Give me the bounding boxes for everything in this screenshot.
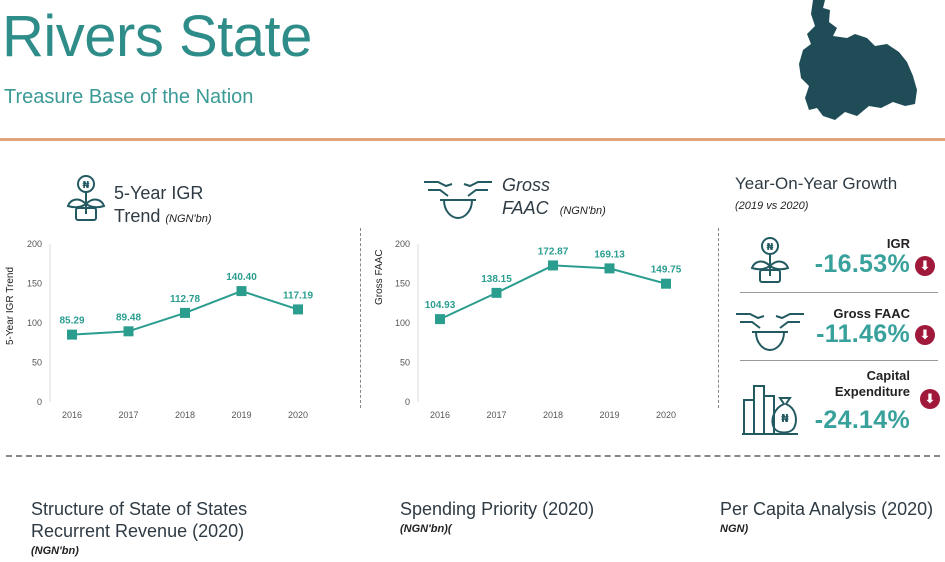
igr-x-tick-label: 2020 <box>288 410 308 420</box>
igr-x-tick-label: 2017 <box>118 410 138 420</box>
igr-data-label: 112.78 <box>170 294 200 305</box>
yoy-period: (2019 vs 2020) <box>735 200 809 212</box>
percapita-unit: NGN) <box>720 523 749 535</box>
yoy-igr-value: -16.53% <box>814 250 910 278</box>
igr-data-label: 85.29 <box>59 316 84 327</box>
faac-title-line2: FAAC <box>502 197 549 218</box>
city-money-bag-icon: ₦ <box>742 385 798 435</box>
yoy-capex-value: -24.14% <box>814 406 910 434</box>
igr-x-tick-label: 2018 <box>175 410 195 420</box>
faac-unit: (NGN'bn) <box>559 204 606 217</box>
igr-y-tick-label: 150 <box>27 279 42 289</box>
igr-data-point <box>123 326 134 337</box>
page-subtitle: Treasure Base of the Nation <box>4 86 254 108</box>
igr-y-tick-label: 200 <box>27 239 42 249</box>
yoy-faac-value: -11.46% <box>816 320 910 348</box>
rivers-state-map-icon <box>799 0 917 120</box>
down-arrow-icon: ⬇ <box>915 256 935 276</box>
faac-x-tick-label: 2019 <box>599 410 619 420</box>
yoy-igr-label: IGR <box>886 236 910 251</box>
faac-series-line <box>439 264 667 321</box>
faac-y-tick-label: 100 <box>395 318 410 328</box>
igr-y-tick-label: 50 <box>32 358 42 368</box>
igr-data-point <box>236 286 247 297</box>
faac-data-label: 138.15 <box>481 274 512 285</box>
faac-trend-chart: 0 50 100 150 200 2016 2017 2018 2019 2020 104.93 13… <box>395 239 682 420</box>
chart-divider <box>360 228 361 408</box>
yoy-capex-label-line2: Expenditure <box>834 384 910 400</box>
igr-data-point <box>180 307 190 318</box>
structure-unit: (NGN'bn) <box>31 545 79 557</box>
yoy-igr-icon: ₦ <box>750 237 790 283</box>
igr-data-point <box>67 329 77 340</box>
down-arrow-icon: ⬇ <box>920 389 940 409</box>
percapita-title: Per Capita Analysis (2020) <box>720 499 934 519</box>
faac-x-tick-label: 2018 <box>543 410 563 420</box>
faac-data-point <box>661 278 671 289</box>
faac-x-tick-label: 2016 <box>430 410 450 420</box>
handshake-money-icon <box>424 181 492 220</box>
yoy-separator <box>740 292 938 293</box>
igr-data-label: 89.48 <box>116 312 141 323</box>
faac-y-tick-label: 0 <box>405 397 410 407</box>
yoy-separator <box>740 360 938 361</box>
svg-text:₦: ₦ <box>83 180 90 191</box>
igr-title-line2: Trend <box>114 205 161 226</box>
faac-data-point <box>548 260 558 271</box>
svg-text:₦: ₦ <box>767 242 774 253</box>
svg-text:₦: ₦ <box>781 412 789 425</box>
yoy-title: Year-On-Year Growth <box>735 174 898 193</box>
yoy-faac-icon <box>736 313 804 352</box>
spending-title: Spending Priority (2020) <box>400 499 595 519</box>
page-title: Rivers State <box>2 4 312 69</box>
igr-unit: (NGN'bn) <box>165 212 212 225</box>
faac-y-tick-label: 200 <box>395 239 410 249</box>
igr-y-axis-title: 5-Year IGR Trend <box>5 266 16 345</box>
faac-data-point <box>435 314 445 325</box>
faac-data-point <box>491 287 502 298</box>
section-divider <box>6 455 940 457</box>
down-arrow-icon: ⬇ <box>915 325 935 345</box>
igr-y-tick-label: 0 <box>37 397 42 407</box>
faac-y-axis-title: Gross FAAC <box>374 249 385 305</box>
faac-title-line1: Gross <box>502 175 551 195</box>
faac-y-tick-label: 150 <box>395 279 410 289</box>
igr-data-label: 140.40 <box>226 272 257 283</box>
header-divider <box>0 138 945 141</box>
faac-data-point <box>604 263 615 274</box>
faac-x-tick-label: 2020 <box>656 410 676 420</box>
igr-x-tick-label: 2016 <box>62 410 82 420</box>
igr-y-tick-label: 100 <box>27 318 42 328</box>
igr-title-line1: 5-Year IGR <box>114 183 204 203</box>
structure-title-line2: Recurrent Revenue (2020) <box>31 520 245 541</box>
igr-data-point <box>293 304 303 315</box>
structure-title-line1: Structure of State of States <box>31 499 248 519</box>
money-plant-icon: ₦ <box>66 175 106 221</box>
igr-x-tick-label: 2019 <box>231 410 251 420</box>
faac-y-tick-label: 50 <box>400 358 410 368</box>
igr-trend-chart: 0 50 100 150 200 2016 2017 2018 2019 2020 85.29 89.… <box>27 239 313 420</box>
faac-data-label: 149.75 <box>651 265 682 276</box>
igr-data-label: 117.19 <box>283 290 313 301</box>
faac-data-label: 172.87 <box>538 246 569 257</box>
yoy-capex-label-line1: Capital <box>866 368 910 383</box>
faac-data-label: 104.93 <box>425 300 456 311</box>
yoy-faac-label: Gross FAAC <box>833 306 910 321</box>
yoy-divider <box>718 228 719 408</box>
faac-x-tick-label: 2017 <box>486 410 506 420</box>
spending-unit: (NGN'bn)( <box>400 523 452 535</box>
faac-data-label: 169.13 <box>594 249 625 260</box>
